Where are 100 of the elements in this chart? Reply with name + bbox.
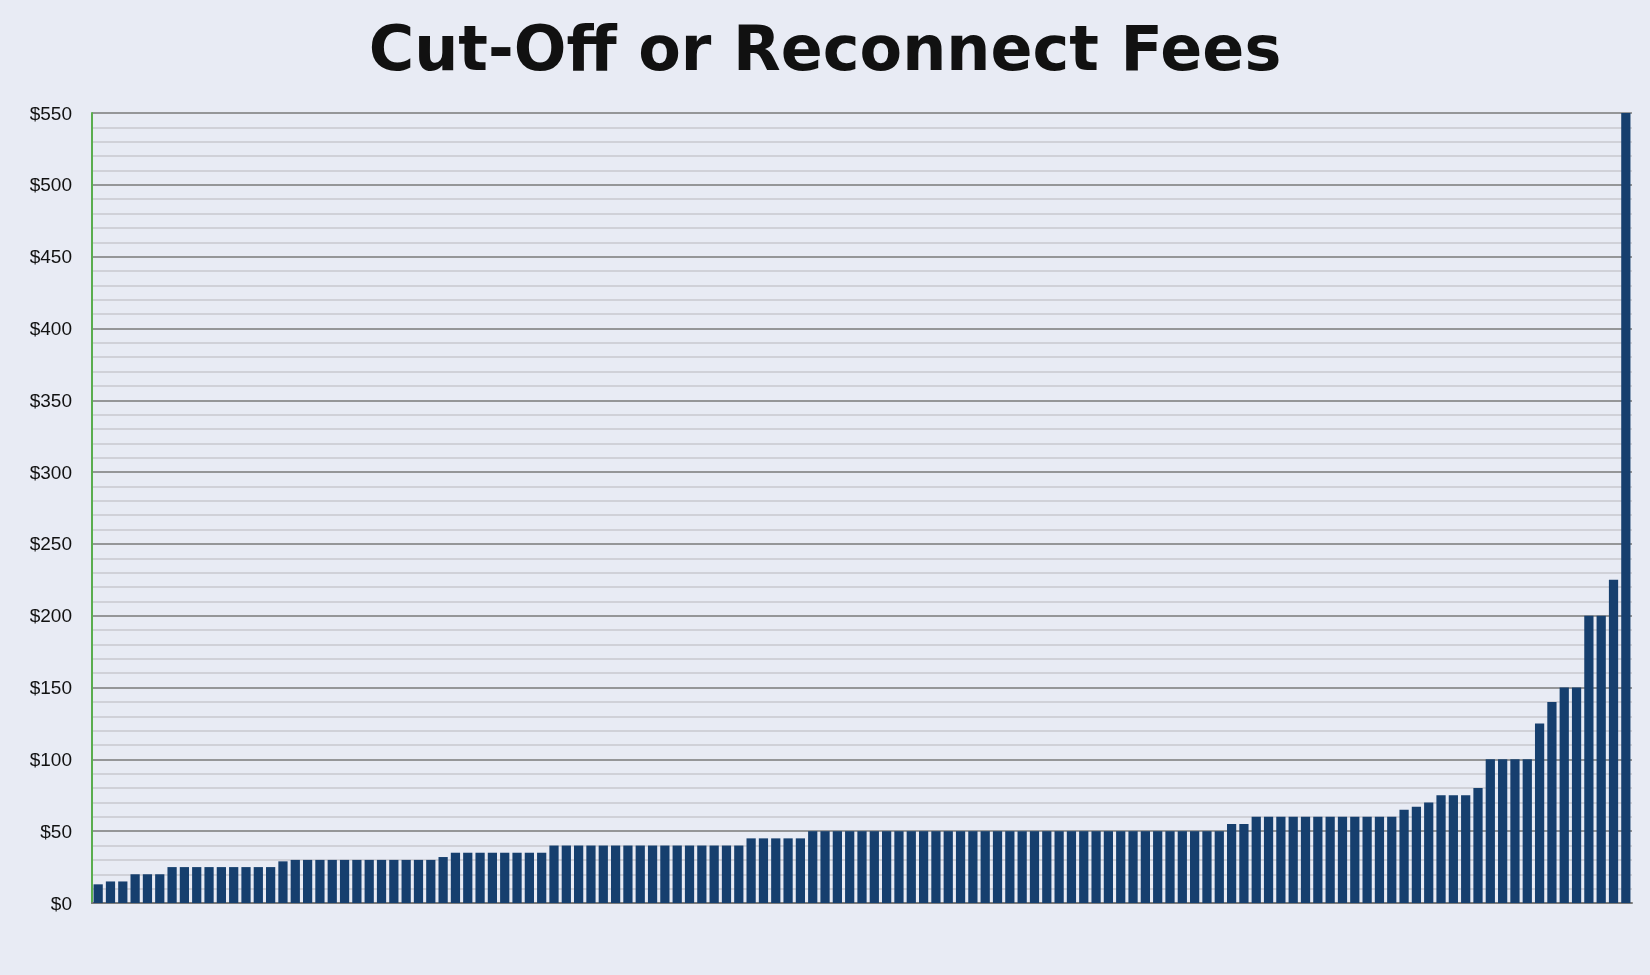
bar	[1054, 831, 1064, 903]
bar	[204, 867, 214, 903]
bar	[1263, 816, 1274, 903]
bar	[1116, 831, 1126, 903]
bar	[586, 845, 596, 903]
bar	[795, 838, 806, 903]
bar	[302, 859, 313, 903]
bar	[943, 831, 953, 903]
bar	[980, 831, 990, 903]
bar	[623, 845, 633, 903]
bar	[832, 831, 842, 903]
bar	[512, 852, 522, 903]
bar	[734, 845, 744, 903]
bar	[93, 884, 103, 903]
y-tick-label: $300	[29, 461, 72, 483]
bar	[339, 859, 350, 903]
bar	[783, 838, 793, 903]
bar	[1411, 806, 1422, 903]
bar	[697, 845, 707, 903]
bar	[1300, 816, 1311, 903]
bar	[1029, 831, 1040, 903]
bar	[389, 859, 399, 903]
bar	[364, 859, 374, 903]
bar	[179, 867, 190, 903]
bar	[1337, 816, 1348, 903]
bar	[253, 867, 263, 903]
bar	[1510, 759, 1520, 903]
bar	[549, 845, 559, 903]
bar	[1214, 831, 1224, 903]
bar	[1066, 831, 1077, 903]
bar	[487, 852, 498, 903]
bar	[918, 831, 929, 903]
bar	[906, 831, 916, 903]
y-tick-label: $100	[29, 748, 72, 770]
bar	[721, 845, 732, 903]
bar	[1621, 113, 1631, 903]
bar	[820, 831, 830, 903]
bar	[475, 852, 485, 903]
y-tick-label: $450	[29, 246, 72, 268]
bar	[1325, 816, 1335, 903]
bar	[955, 831, 966, 903]
bar	[426, 859, 436, 903]
bar	[1608, 579, 1619, 903]
y-tick-label: $200	[29, 605, 72, 627]
bar	[968, 831, 978, 903]
bar	[1165, 831, 1175, 903]
bar	[1350, 816, 1360, 903]
bar	[278, 861, 288, 903]
bar	[1374, 816, 1385, 903]
bar	[1448, 795, 1458, 903]
bar	[192, 867, 202, 903]
bar	[118, 881, 128, 903]
bar	[561, 845, 571, 903]
bar	[1522, 759, 1532, 903]
bar	[882, 831, 892, 903]
bar	[1005, 831, 1015, 903]
bar	[1584, 615, 1594, 903]
bar	[167, 867, 177, 903]
bar	[229, 867, 239, 903]
bar	[216, 867, 226, 903]
bar	[1534, 723, 1545, 903]
bar	[315, 859, 325, 903]
bar	[1239, 824, 1249, 903]
bar	[1424, 802, 1434, 903]
bar	[1226, 824, 1237, 903]
bar	[1177, 831, 1187, 903]
bar	[290, 859, 300, 903]
bar	[327, 859, 337, 903]
bar	[1079, 831, 1089, 903]
bar	[1091, 831, 1101, 903]
bar	[1017, 831, 1027, 903]
bar	[1276, 816, 1286, 903]
bar	[1485, 759, 1495, 903]
bar	[401, 859, 411, 903]
bar	[635, 845, 645, 903]
y-tick-label: $400	[29, 317, 72, 339]
bar	[352, 859, 362, 903]
bar	[1362, 816, 1372, 903]
bar	[771, 838, 781, 903]
bar	[660, 845, 670, 903]
bar	[266, 867, 276, 903]
bar	[1153, 831, 1163, 903]
bar	[524, 852, 534, 903]
bar	[574, 845, 584, 903]
bar	[1571, 687, 1582, 903]
bar	[1559, 687, 1569, 903]
bar	[1498, 759, 1508, 903]
bar	[1399, 809, 1409, 903]
chart-title: Cut-Off or Reconnect Fees	[368, 11, 1282, 85]
bar	[610, 845, 621, 903]
bar	[1436, 795, 1446, 903]
bar	[758, 838, 769, 903]
y-tick-label: $0	[50, 892, 72, 914]
bar	[376, 859, 387, 903]
bar	[869, 831, 879, 903]
bar	[992, 831, 1003, 903]
bar	[241, 867, 251, 903]
bar	[1313, 816, 1323, 903]
bar	[709, 845, 719, 903]
bar	[808, 831, 818, 903]
